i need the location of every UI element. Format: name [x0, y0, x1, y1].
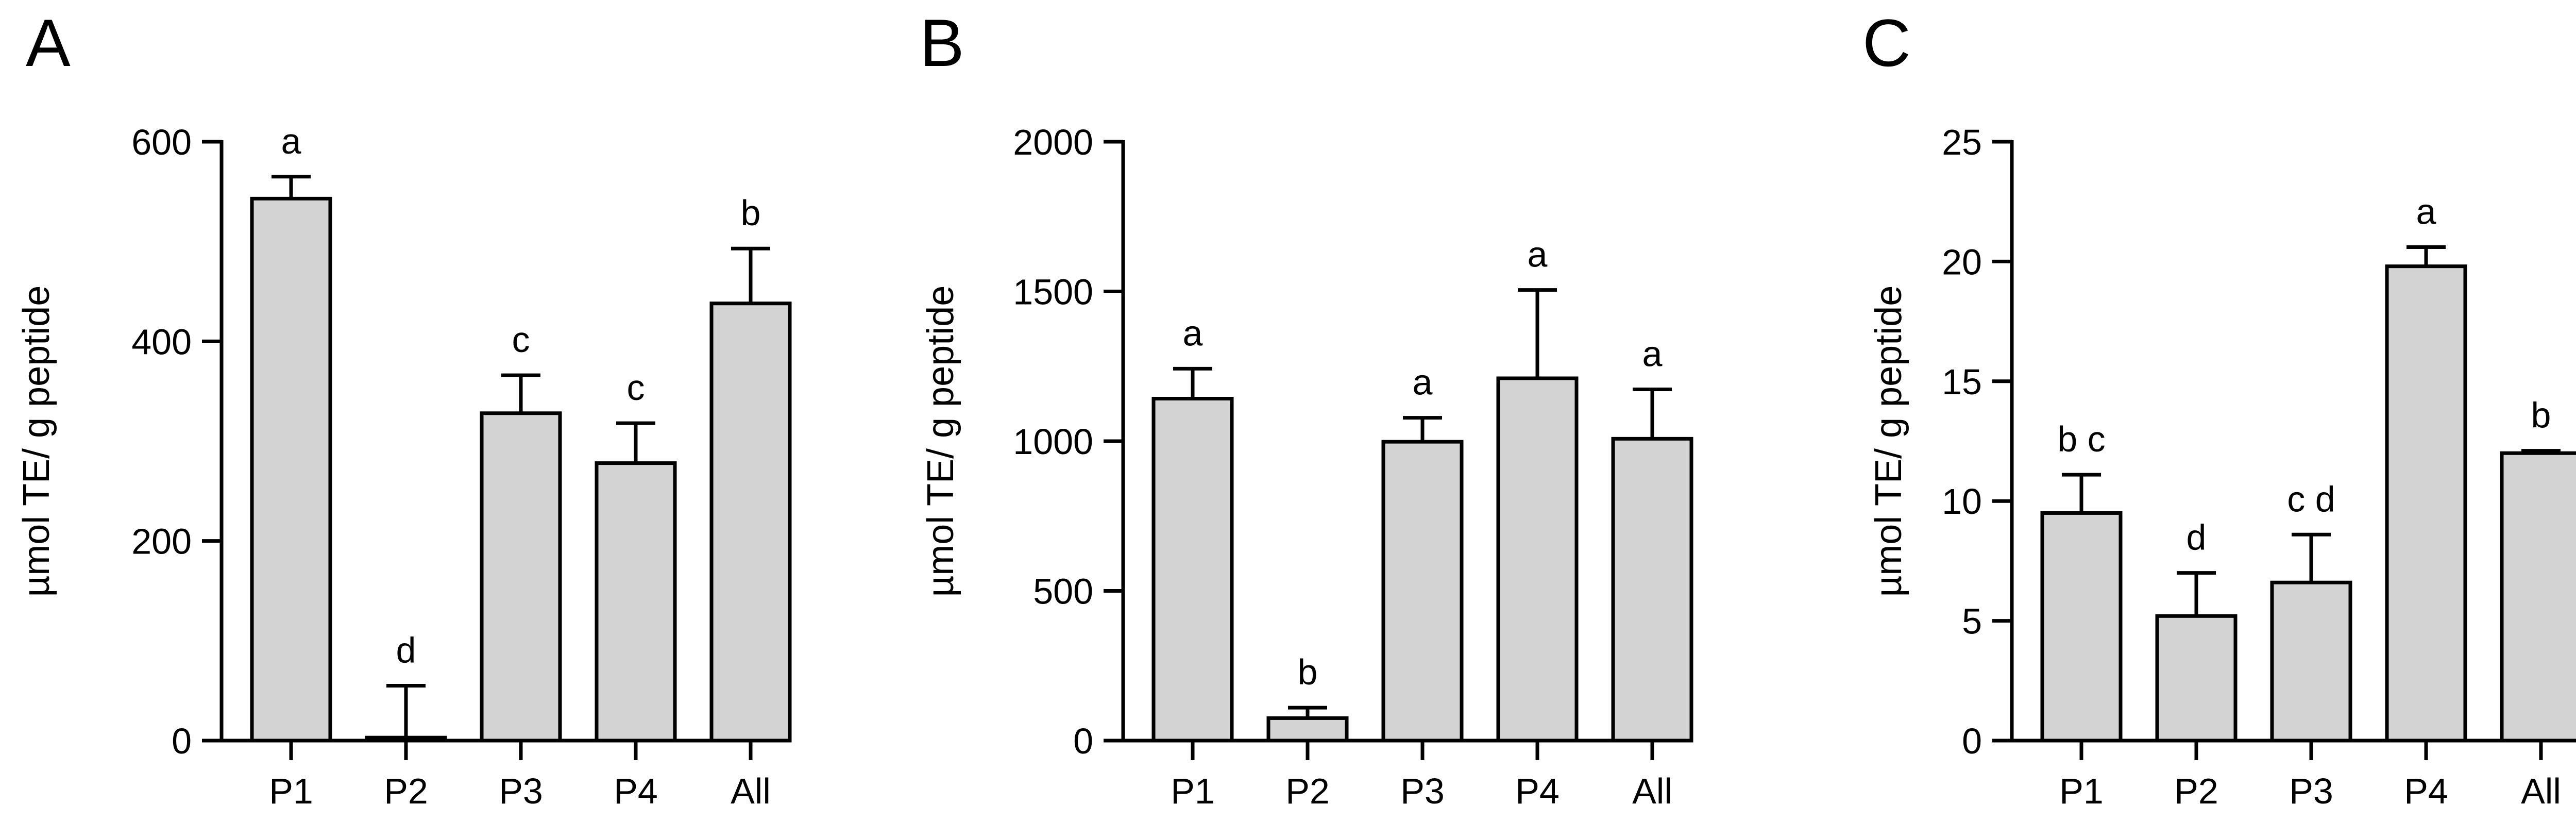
x-tick-label: P3 — [499, 771, 543, 811]
bar-all — [709, 301, 792, 743]
x-tick-label: P4 — [2404, 771, 2448, 811]
x-tick-label: P3 — [2289, 771, 2333, 811]
significance-letter: d — [396, 630, 416, 670]
significance-letter: b c — [2057, 419, 2105, 459]
significance-letter: a — [1642, 333, 1663, 374]
bar-p1 — [1151, 396, 1234, 743]
x-tick-label: P4 — [614, 771, 658, 811]
bar-all — [2500, 451, 2576, 743]
y-tick-label: 400 — [131, 322, 192, 362]
significance-letter: b — [1298, 652, 1318, 692]
panel-label: A — [26, 5, 71, 80]
bar-p2 — [1266, 716, 1349, 743]
x-tick-label: P2 — [384, 771, 428, 811]
significance-letter: c d — [2287, 479, 2335, 519]
y-tick-label: 1000 — [1013, 422, 1093, 462]
bar-p1 — [2040, 511, 2123, 743]
y-tick-label: 1500 — [1013, 272, 1093, 312]
x-tick-label: P1 — [269, 771, 313, 811]
significance-letter: c — [512, 320, 530, 360]
panel-label: C — [1862, 5, 1911, 80]
y-tick-label: 0 — [1962, 721, 1982, 761]
significance-letter: d — [2187, 517, 2207, 558]
y-tick-label: 600 — [131, 122, 192, 162]
x-tick-label: All — [2521, 771, 2561, 811]
significance-letter: a — [2416, 192, 2436, 232]
y-tick-label: 25 — [1942, 122, 1982, 162]
x-tick-label: P2 — [1285, 771, 1330, 811]
bar-p2 — [2155, 614, 2238, 743]
significance-letter: a — [1528, 234, 1548, 275]
y-tick-label: 200 — [131, 522, 192, 562]
y-tick-label: 5 — [1962, 601, 1982, 642]
y-tick-label: 10 — [1942, 481, 1982, 522]
x-tick-label: P1 — [1171, 771, 1215, 811]
x-tick-label: P2 — [2174, 771, 2218, 811]
y-tick-label: 0 — [172, 721, 192, 761]
bar-p4 — [1496, 376, 1579, 743]
bar-p4 — [595, 461, 677, 743]
y-axis-label: µmol TE/ g peptide — [920, 286, 961, 597]
bar-p2 — [365, 735, 447, 743]
significance-letter: c — [627, 367, 645, 408]
bar-p3 — [2270, 580, 2352, 743]
y-tick-label: 2000 — [1013, 122, 1093, 162]
x-tick-label: All — [1632, 771, 1672, 811]
x-tick-label: P4 — [1515, 771, 1560, 811]
y-tick-label: 0 — [1073, 721, 1093, 761]
significance-letter: a — [281, 121, 301, 161]
y-tick-label: 20 — [1942, 242, 1982, 282]
significance-letter: a — [1413, 362, 1433, 403]
x-tick-label: P1 — [2059, 771, 2104, 811]
y-tick-label: 500 — [1033, 572, 1093, 612]
bar-p3 — [480, 411, 562, 743]
y-axis-label: µmol TE/ g peptide — [16, 286, 57, 597]
bar-p3 — [1381, 440, 1464, 743]
bar-p1 — [250, 196, 332, 743]
bar-p4 — [2385, 264, 2467, 743]
significance-letter: b — [741, 193, 761, 233]
y-tick-label: 15 — [1942, 362, 1982, 402]
x-tick-label: All — [731, 771, 771, 811]
y-axis-label: µmol TE/ g peptide — [1868, 286, 1909, 597]
x-tick-label: P3 — [1400, 771, 1445, 811]
significance-letter: b — [2531, 395, 2551, 435]
panel-label: B — [920, 5, 964, 80]
bar-all — [1611, 437, 1693, 743]
significance-letter: a — [1183, 313, 1203, 353]
